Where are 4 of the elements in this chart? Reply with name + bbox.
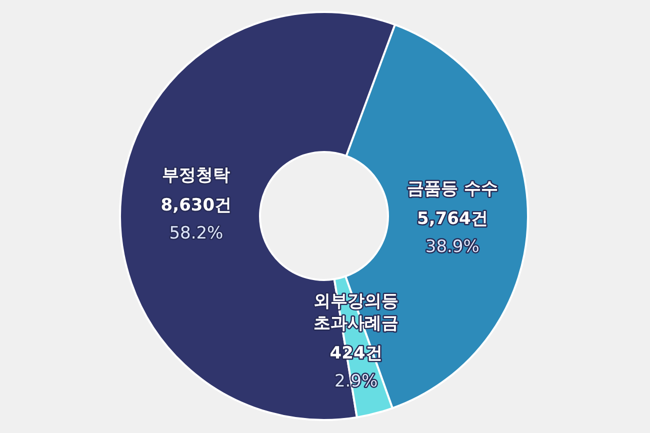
slice-label: 금품등 수수 xyxy=(406,178,498,199)
data-label: 5,764건 38.9% xyxy=(417,208,488,257)
data-label: 8,630건 58.2% xyxy=(160,196,232,244)
slice-label: 부정청탁 xyxy=(162,166,230,186)
